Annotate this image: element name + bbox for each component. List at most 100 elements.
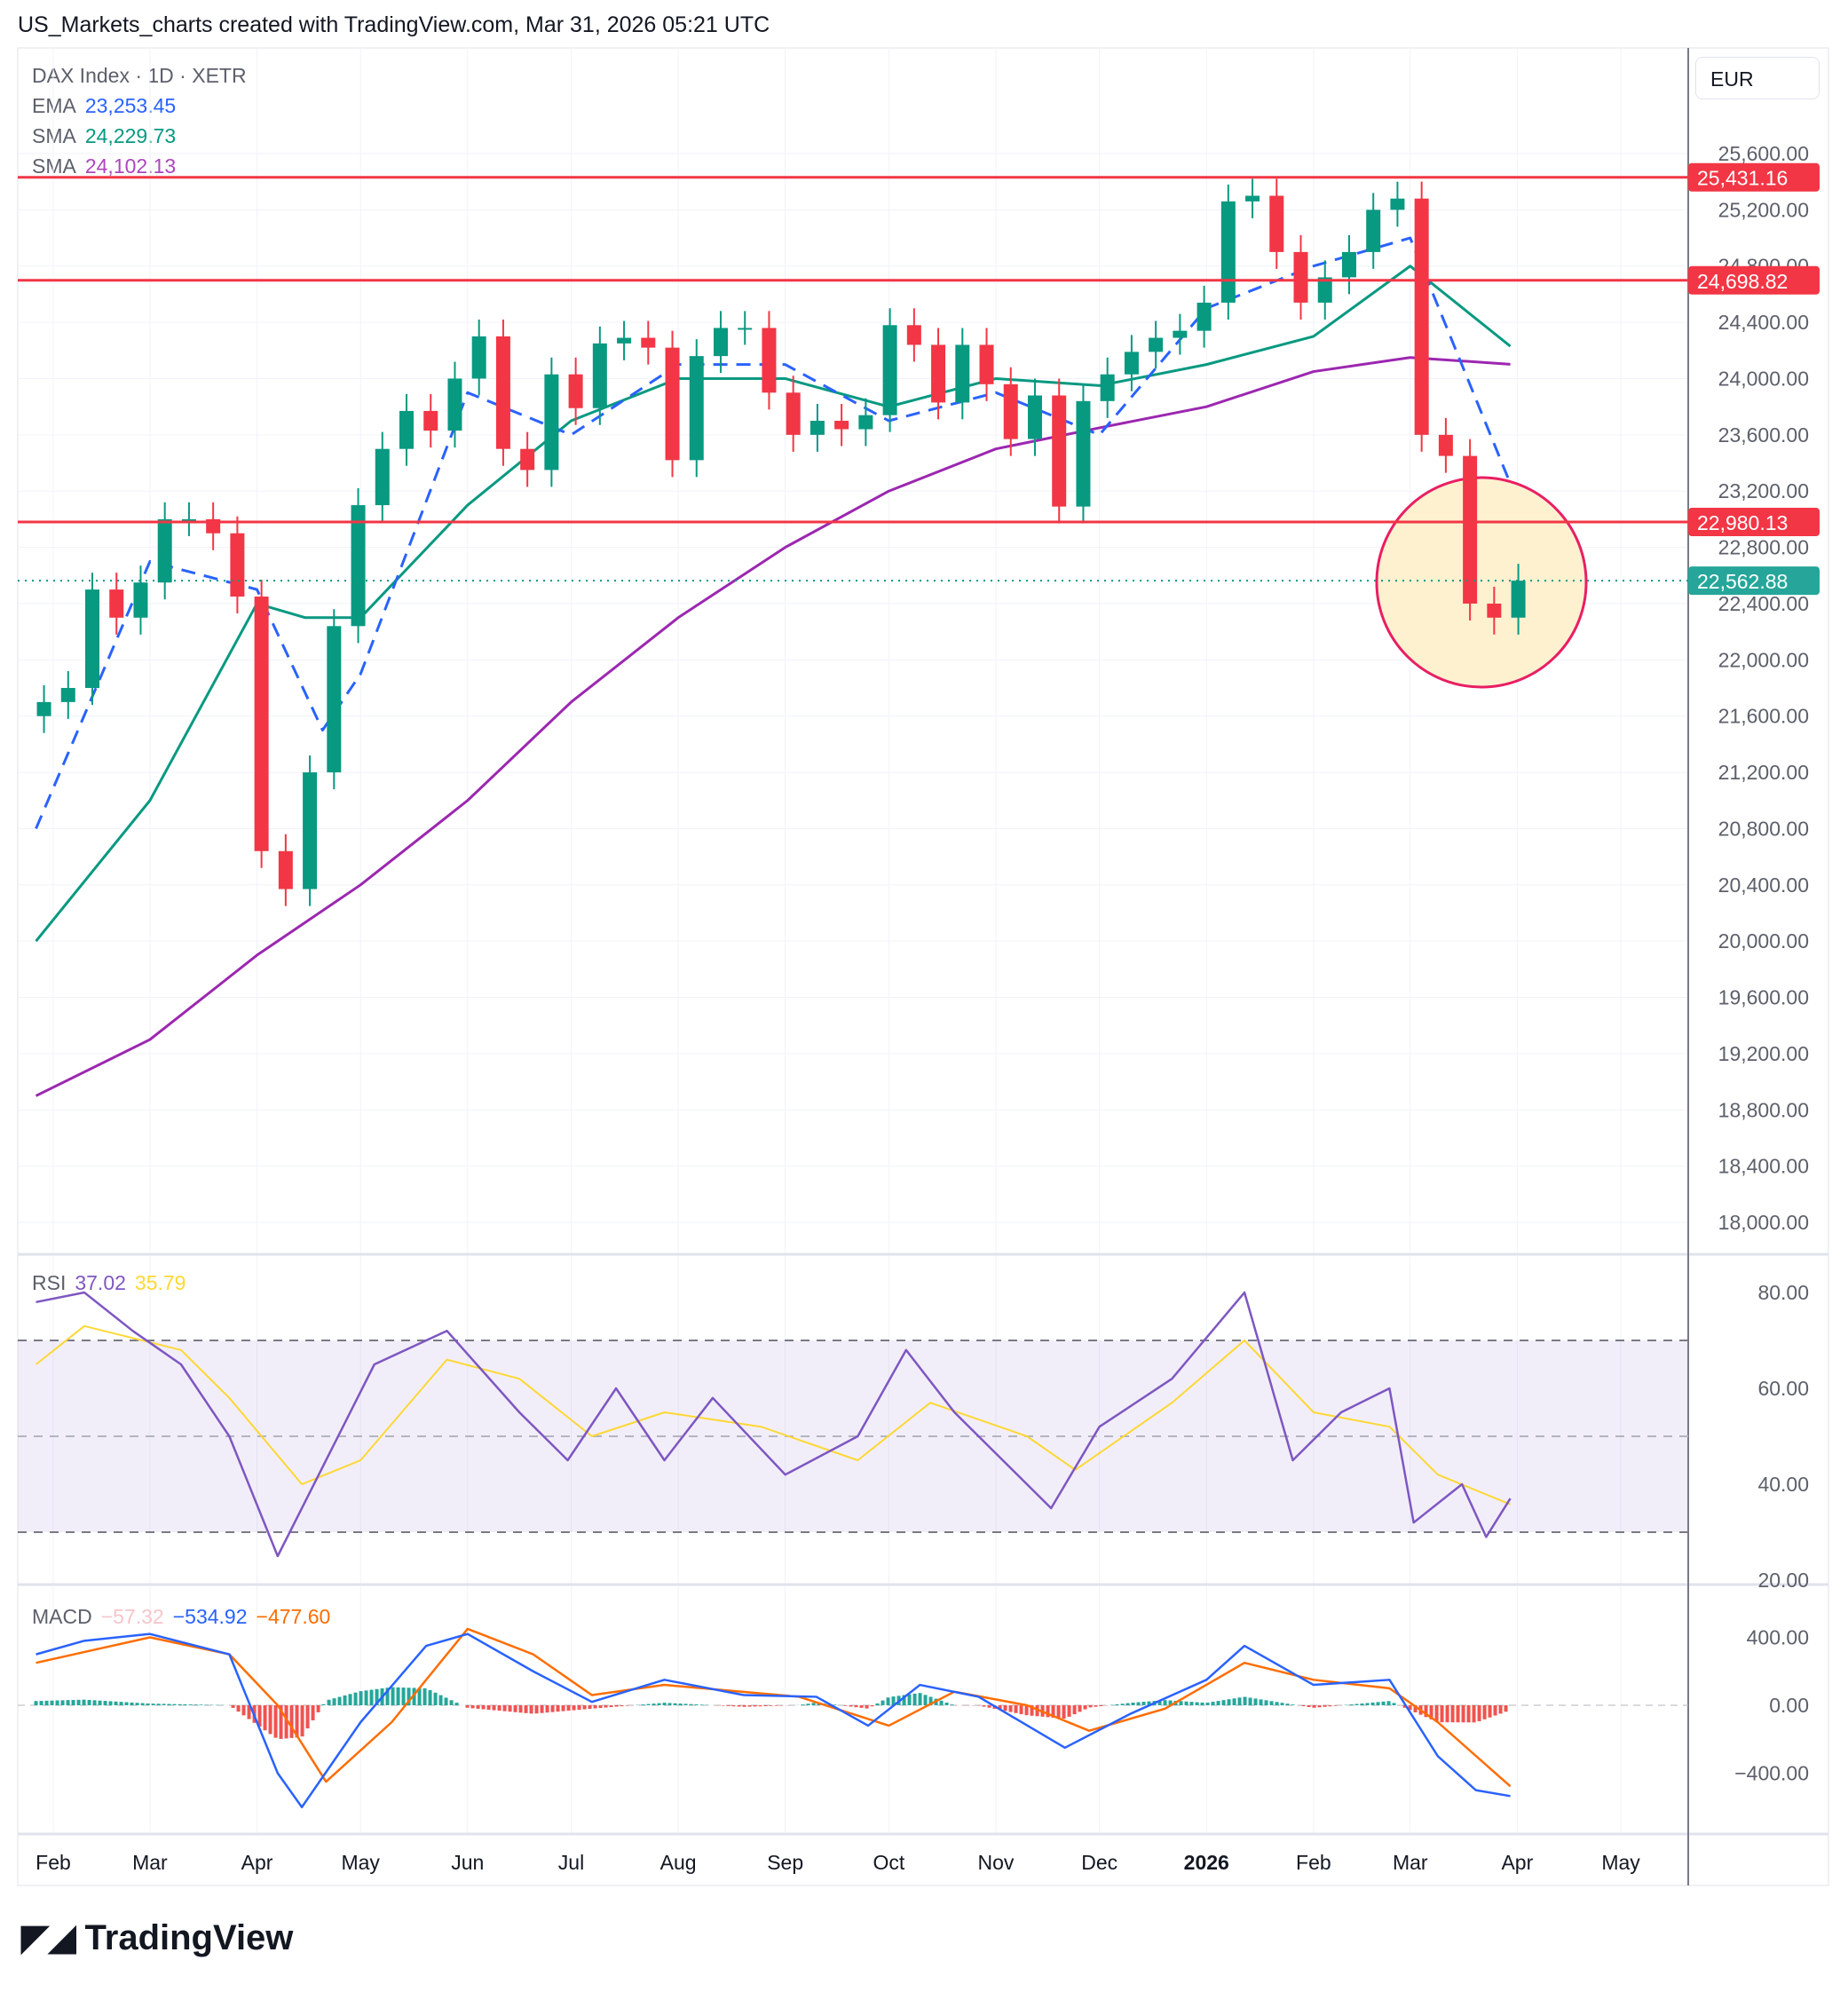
macd-histogram-bar: [731, 1705, 736, 1707]
macd-signal-value: −477.60: [256, 1605, 331, 1628]
sma200-line: [35, 356, 1511, 1097]
candle-body: [1511, 581, 1526, 618]
macd-histogram-bar: [1253, 1698, 1258, 1705]
candle-body: [906, 325, 921, 345]
macd-histogram-bar: [1157, 1700, 1162, 1705]
macd-histogram-bar: [1147, 1701, 1151, 1705]
macd-histogram-bar: [204, 1704, 209, 1705]
candle-body: [1100, 374, 1115, 401]
candle-body: [181, 518, 196, 521]
macd-histogram-bar: [279, 1705, 283, 1739]
candle-body: [1173, 330, 1188, 338]
macd-histogram-bar: [39, 1701, 43, 1705]
macd-histogram-bar: [114, 1701, 118, 1705]
x-tick-label: Sep: [767, 1851, 803, 1874]
macd-histogram-bar: [1488, 1705, 1492, 1718]
macd-histogram-bar: [1280, 1703, 1284, 1705]
macd-tick-label: 400.00: [1747, 1626, 1809, 1649]
macd-histogram-bar: [1163, 1700, 1167, 1705]
macd-histogram-bar: [71, 1700, 75, 1705]
macd-histogram-bar: [912, 1693, 917, 1705]
candle-body: [1317, 277, 1332, 303]
candle-body: [568, 374, 583, 408]
candle-body: [1003, 383, 1018, 439]
macd-histogram-bar: [747, 1705, 752, 1707]
candle-body: [423, 410, 438, 431]
rsi-tick-label: 40.00: [1757, 1473, 1809, 1496]
candle-body: [157, 518, 172, 583]
macd-histogram-bar: [1307, 1705, 1311, 1708]
macd-histogram-bar: [1370, 1702, 1375, 1705]
last-price-tag: [1688, 566, 1820, 596]
macd-histogram-bar: [1051, 1705, 1055, 1718]
y-tick-label: 21,200.00: [1718, 761, 1809, 784]
candle-body: [834, 421, 849, 430]
macd-histogram-bar: [769, 1705, 773, 1706]
candle-body: [1149, 337, 1164, 352]
rsi-legend: RSI 37.02 35.79: [32, 1271, 186, 1295]
macd-histogram-bar: [1125, 1703, 1130, 1705]
macd-histogram-bar: [486, 1705, 491, 1711]
macd-histogram-bar: [513, 1705, 517, 1712]
candle-body: [520, 448, 535, 470]
macd-value: −534.92: [172, 1605, 248, 1628]
chart-header-title: US_Markets_charts created with TradingVi…: [18, 12, 770, 37]
currency-button[interactable]: EUR: [1695, 57, 1820, 99]
candle-body: [882, 325, 897, 415]
macd-histogram-bar: [1200, 1702, 1204, 1705]
macd-histogram-bar: [1099, 1705, 1103, 1706]
macd-histogram-bar: [918, 1693, 922, 1705]
y-tick-label: 19,200.00: [1718, 1042, 1809, 1065]
macd-histogram-bar: [1035, 1705, 1039, 1717]
macd-histogram-bar: [774, 1705, 778, 1706]
macd-histogram-bar: [1179, 1701, 1183, 1705]
macd-histogram-bar: [343, 1695, 347, 1705]
macd-histogram-bar: [604, 1705, 608, 1708]
highlight-circle: [1375, 476, 1588, 689]
sma50-line: [35, 265, 1512, 943]
macd-histogram-bar: [156, 1703, 161, 1705]
candle-body: [1414, 198, 1429, 435]
macd-histogram-bar: [944, 1702, 949, 1705]
macd-histogram-bar: [694, 1704, 699, 1705]
macd-histogram-bar: [1493, 1705, 1497, 1716]
macd-histogram-bar: [476, 1705, 480, 1709]
macd-histogram-bar: [465, 1705, 470, 1708]
macd-histogram-bar: [1482, 1705, 1487, 1719]
macd-histogram-bar: [162, 1703, 166, 1705]
macd-histogram-bar: [950, 1704, 954, 1705]
macd-histogram-bar: [332, 1698, 336, 1705]
macd-histogram-bar: [396, 1687, 400, 1705]
candle-body: [1052, 395, 1067, 507]
macd-histogram-bar: [987, 1705, 991, 1708]
macd-histogram-bar: [1328, 1705, 1332, 1707]
macd-histogram-bar: [1019, 1705, 1023, 1714]
candle-body: [327, 626, 342, 773]
candle-body: [1438, 434, 1453, 456]
macd-histogram-bar: [907, 1694, 912, 1705]
candle-body: [592, 343, 607, 408]
candle-body: [713, 328, 728, 357]
macd-histogram-bar: [311, 1705, 315, 1720]
macd-histogram-bar: [247, 1705, 251, 1719]
macd-histogram-bar: [1472, 1705, 1476, 1723]
macd-histogram-bar: [103, 1701, 107, 1705]
macd-histogram-bar: [183, 1703, 187, 1705]
macd-histogram-bar: [135, 1703, 139, 1705]
macd-label: MACD: [32, 1605, 92, 1628]
macd-histogram-bar: [1195, 1702, 1199, 1705]
x-tick-label: Nov: [978, 1851, 1015, 1874]
candle-body: [1366, 209, 1381, 252]
macd-histogram-bar: [641, 1704, 645, 1705]
y-tick-label: 19,600.00: [1718, 986, 1809, 1009]
candle-body: [617, 337, 632, 344]
sma200-value: 24,102.13: [84, 154, 177, 178]
macd-histogram-bar: [556, 1705, 560, 1712]
candle-body: [278, 850, 293, 889]
macd-histogram-bar: [337, 1696, 342, 1705]
macd-histogram-bar: [188, 1704, 193, 1705]
macd-histogram-bar: [140, 1703, 145, 1705]
macd-histogram-bar: [146, 1703, 150, 1705]
macd-histogram-bar: [540, 1705, 544, 1713]
